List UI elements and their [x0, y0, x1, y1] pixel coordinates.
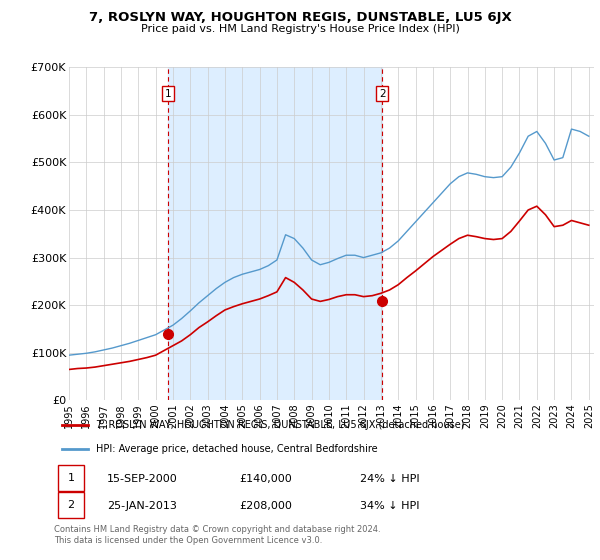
Text: Price paid vs. HM Land Registry's House Price Index (HPI): Price paid vs. HM Land Registry's House … [140, 24, 460, 34]
Bar [168, 67, 382, 400]
Text: 1: 1 [67, 473, 74, 483]
Text: 7, ROSLYN WAY, HOUGHTON REGIS, DUNSTABLE, LU5 6JX: 7, ROSLYN WAY, HOUGHTON REGIS, DUNSTABLE… [89, 11, 511, 24]
Text: Contains HM Land Registry data © Crown copyright and database right 2024.
This d: Contains HM Land Registry data © Crown c… [54, 525, 380, 545]
Text: 2: 2 [67, 500, 74, 510]
Text: 1: 1 [164, 89, 171, 99]
FancyBboxPatch shape [58, 492, 84, 518]
Text: 34% ↓ HPI: 34% ↓ HPI [360, 501, 420, 511]
Text: £140,000: £140,000 [239, 474, 292, 484]
Text: HPI: Average price, detached house, Central Bedfordshire: HPI: Average price, detached house, Cent… [96, 445, 378, 454]
Text: 7, ROSLYN WAY, HOUGHTON REGIS, DUNSTABLE, LU5 6JX (detached house): 7, ROSLYN WAY, HOUGHTON REGIS, DUNSTABLE… [96, 420, 465, 430]
Text: 25-JAN-2013: 25-JAN-2013 [107, 501, 176, 511]
Text: 2: 2 [379, 89, 385, 99]
Text: 15-SEP-2000: 15-SEP-2000 [107, 474, 178, 484]
Text: £208,000: £208,000 [239, 501, 292, 511]
FancyBboxPatch shape [58, 465, 84, 491]
Text: 24% ↓ HPI: 24% ↓ HPI [360, 474, 420, 484]
